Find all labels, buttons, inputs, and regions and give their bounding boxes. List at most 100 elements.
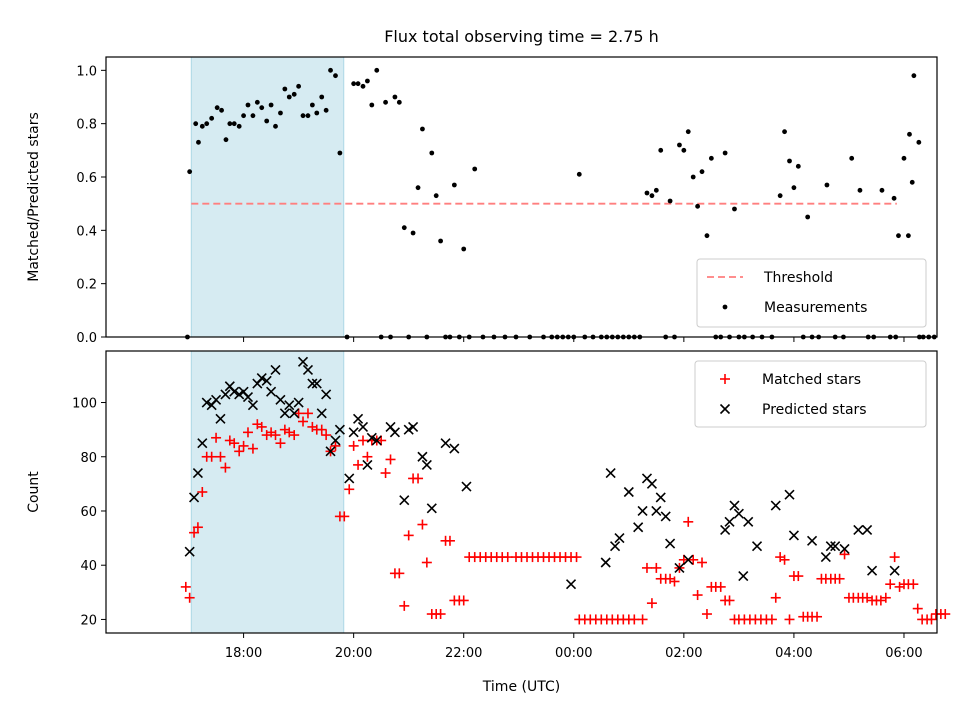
measurement-point xyxy=(905,233,911,239)
measurement-point xyxy=(732,206,737,212)
y-tick-label: 40 xyxy=(80,559,97,574)
x-stroke-b xyxy=(729,500,740,511)
x-stroke-b xyxy=(371,435,382,446)
x-stroke-b xyxy=(325,446,336,457)
predicted-star-point xyxy=(807,535,818,546)
measurement-point xyxy=(824,182,830,188)
matched-star-point xyxy=(885,579,896,590)
x-stroke-b xyxy=(307,378,318,389)
x-stroke-b xyxy=(242,392,254,403)
matched-star-point xyxy=(724,595,735,606)
predicted-star-point xyxy=(565,579,577,590)
predicted-star-point xyxy=(788,530,799,541)
x-stroke-b xyxy=(651,505,662,517)
predicted-star-point xyxy=(192,467,203,479)
x-stroke-b xyxy=(637,505,648,517)
predicted-star-point xyxy=(266,386,277,397)
predicted-star-point xyxy=(426,503,437,514)
x-stroke-b xyxy=(889,565,900,576)
measurement-point xyxy=(360,83,366,89)
x-stroke-b xyxy=(660,511,671,522)
matched-star-point xyxy=(275,438,286,449)
x-stroke-b xyxy=(261,375,272,386)
x-stroke-b xyxy=(853,524,864,536)
measurement-point xyxy=(319,94,325,100)
matched-star-point xyxy=(766,614,777,625)
y-tick-label: 80 xyxy=(80,451,97,466)
legend-threshold-label: Threshold xyxy=(763,270,833,286)
matched-star-point xyxy=(646,598,657,609)
matched-star-point xyxy=(779,554,790,565)
x-stroke-b xyxy=(197,438,208,449)
predicted-star-point xyxy=(609,541,621,552)
matched-star-point xyxy=(683,516,694,527)
predicted-star-point xyxy=(674,562,685,573)
x-stroke-b xyxy=(330,435,341,446)
predicted-star-point xyxy=(461,481,472,492)
predicted-star-point xyxy=(275,394,286,405)
x-stroke-b xyxy=(646,478,657,489)
x-stroke-b xyxy=(565,579,577,590)
measurement-point xyxy=(699,169,705,175)
measurement-point xyxy=(472,166,478,172)
matched-star-point xyxy=(692,590,703,601)
predicted-star-point xyxy=(889,565,900,576)
x-stroke-b xyxy=(421,459,432,470)
x-stroke-b xyxy=(293,397,304,408)
x-stroke-b xyxy=(614,533,625,544)
x-stroke-b xyxy=(788,530,799,541)
matched-star-point xyxy=(339,511,350,522)
predicted-star-point xyxy=(770,500,781,511)
measurement-point xyxy=(658,147,664,153)
predicted-star-point xyxy=(820,552,831,563)
legend-matched-label: Matched stars xyxy=(762,372,861,388)
predicted-star-point xyxy=(270,364,281,376)
measurement-point xyxy=(576,171,582,177)
x-stroke-b xyxy=(720,524,731,536)
predicted-star-point xyxy=(321,389,332,400)
bottom-y-axis: 20 40 60 80 100 xyxy=(72,397,106,628)
predicted-star-point xyxy=(316,408,327,419)
measurement-point xyxy=(333,73,338,79)
predicted-star-point xyxy=(825,541,836,552)
legend-box xyxy=(694,360,927,428)
matched-star-point xyxy=(184,592,195,603)
predicted-star-point xyxy=(362,459,373,470)
matched-star-point xyxy=(215,451,226,462)
matched-star-point xyxy=(399,600,410,611)
x-stroke-b xyxy=(238,386,249,397)
predicted-star-point xyxy=(261,375,272,386)
matched-star-point xyxy=(571,552,582,563)
measurement-point xyxy=(722,150,728,156)
bottom-legend: Matched stars Predicted stars xyxy=(694,360,927,428)
x-stroke-b xyxy=(665,538,676,549)
measurement-point xyxy=(278,110,283,116)
x-stroke-b xyxy=(738,570,749,582)
top-x-axis-ticks xyxy=(243,337,905,342)
x-stroke-b xyxy=(366,432,377,443)
measurement-point xyxy=(849,155,855,161)
x-stroke-b xyxy=(247,400,259,411)
predicted-star-point xyxy=(371,435,382,446)
predicted-star-point xyxy=(853,524,864,536)
x-stroke-b xyxy=(316,408,327,419)
y-tick-label: 20 xyxy=(80,613,97,628)
x-stroke-b xyxy=(623,486,634,498)
predicted-star-point xyxy=(751,541,763,552)
matched-star-point xyxy=(715,581,726,592)
x-tick-label: 18:00 xyxy=(225,646,262,661)
measurement-point xyxy=(438,238,444,244)
x-stroke-b xyxy=(297,356,309,367)
predicted-star-point xyxy=(330,435,341,446)
matched-star-point xyxy=(889,552,900,563)
x-stroke-b xyxy=(426,503,437,514)
x-tick-label: 06:00 xyxy=(885,646,922,661)
x-stroke-b xyxy=(279,408,290,419)
x-tick-label: 04:00 xyxy=(775,646,812,661)
matched-star-point xyxy=(256,421,267,432)
predicted-star-point xyxy=(866,565,878,576)
x-stroke-b xyxy=(633,522,644,533)
predicted-star-point xyxy=(665,538,676,549)
x-stroke-b xyxy=(733,508,744,519)
predicted-star-point xyxy=(348,427,359,438)
